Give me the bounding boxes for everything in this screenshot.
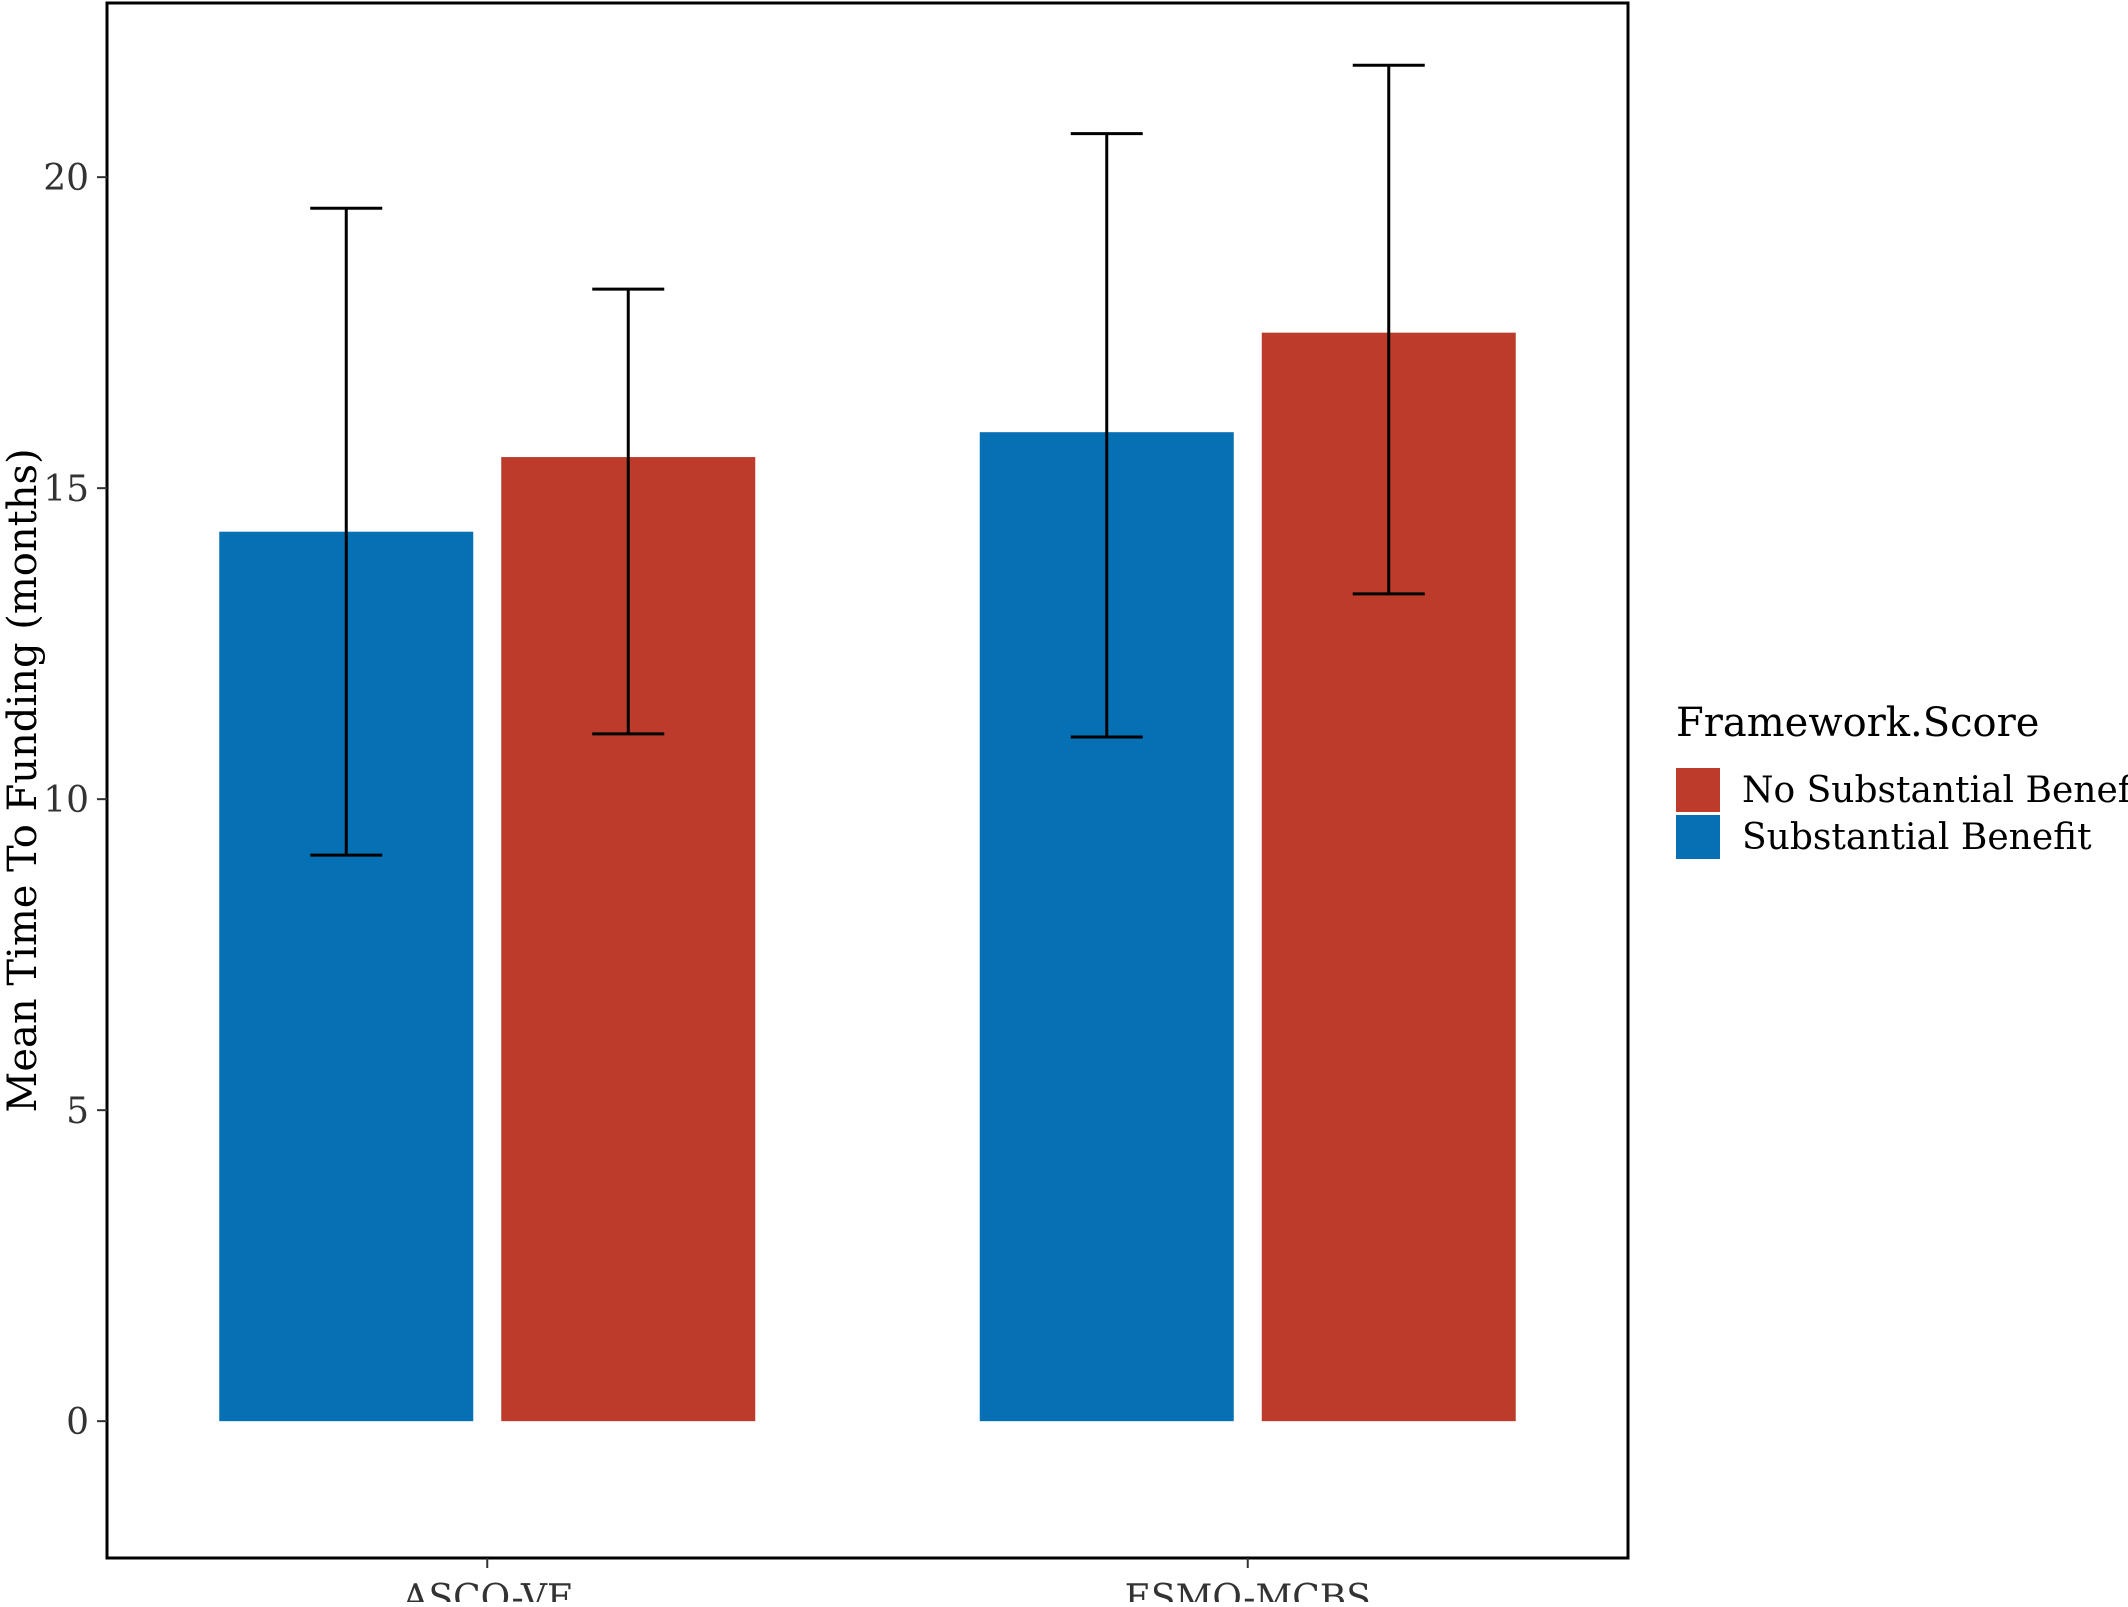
y-tick-label: 0	[66, 1402, 89, 1443]
x-tick-label: ASCO-VF	[401, 1578, 572, 1602]
x-tick-label: ESMO-MCBS	[1125, 1578, 1371, 1602]
legend-title: Framework.Score	[1676, 700, 2039, 746]
error-bar-no-substantial-benefit-asco-vf	[592, 287, 665, 736]
legend: Framework.Score No Substantial Benefit Su…	[1676, 700, 2128, 859]
errorbars-layer	[310, 63, 1425, 857]
error-bar-substantial-benefit-asco-vf	[310, 206, 383, 857]
plot-panel-border	[105, 1, 1630, 1560]
y-axis-title: Mean Time To Funding (months)	[0, 448, 46, 1112]
legend-key-no-substantial-benefit	[1676, 768, 1720, 812]
legend-label-no-substantial-benefit: No Substantial Benefit	[1742, 770, 2128, 811]
error-bar-no-substantial-benefit-esmo-mcbs	[1352, 63, 1425, 596]
y-tick-label: 5	[66, 1091, 89, 1132]
legend-key-substantial-benefit	[1676, 815, 1720, 859]
y-tick-label: 20	[43, 158, 89, 199]
legend-label-substantial-benefit: Substantial Benefit	[1742, 817, 2092, 858]
y-axis: 0 5 10 15 20	[43, 158, 107, 1443]
y-tick-label: 10	[43, 780, 89, 821]
error-bar-substantial-benefit-esmo-mcbs	[1070, 132, 1143, 739]
y-tick-label: 15	[43, 469, 89, 510]
